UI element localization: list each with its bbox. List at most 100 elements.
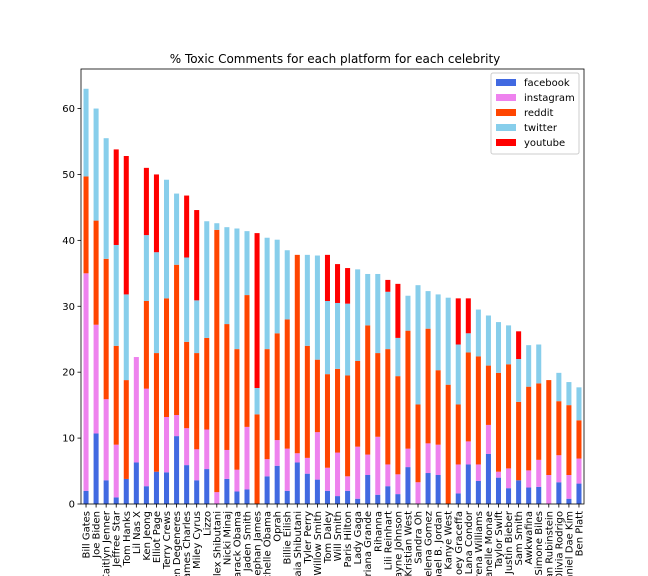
x-tick-label: Ben Platt	[574, 511, 585, 556]
bar-reddit-47	[556, 401, 562, 456]
bar-reddit-25	[335, 368, 341, 453]
bar-reddit-38	[465, 352, 471, 442]
bar-facebook-10	[184, 465, 190, 504]
bar-youtube-17	[254, 233, 260, 388]
x-tick-label: Selena Gomez	[424, 511, 435, 576]
bar-instagram-34	[425, 443, 431, 474]
bar-facebook-24	[324, 490, 330, 504]
bar-instagram-24	[324, 467, 330, 491]
bar-twitter-41	[495, 322, 502, 373]
bar-facebook-34	[425, 473, 431, 504]
bar-youtube-4	[123, 156, 129, 295]
bar-twitter-49	[576, 387, 582, 421]
bar-facebook-22	[304, 473, 310, 504]
bar-twitter-27	[355, 269, 361, 361]
legend-label-facebook: facebook	[524, 78, 570, 89]
x-tick-label: Michael B. Jordan	[434, 511, 445, 576]
bar-twitter-25	[335, 302, 341, 369]
bar-facebook-20	[284, 490, 290, 504]
x-tick-label: Terry Crews	[162, 511, 173, 570]
bar-instagram-21	[294, 453, 300, 463]
bar-facebook-42	[506, 488, 512, 504]
x-tick-label: Willow Smith	[313, 511, 324, 576]
bar-twitter-7	[153, 252, 159, 354]
bar-instagram-41	[495, 471, 502, 478]
legend-label-youtube: youtube	[524, 138, 565, 149]
x-tick-label: Ellen Degeneres	[172, 511, 183, 576]
bar-reddit-17	[254, 414, 260, 504]
x-tick-label: Paris Hilton	[343, 511, 354, 567]
bar-instagram-25	[335, 452, 341, 497]
bar-twitter-19	[274, 239, 280, 334]
bar-twitter-42	[506, 325, 512, 365]
y-tick-label: 50	[62, 170, 75, 181]
bar-facebook-1	[93, 433, 99, 504]
x-tick-label: Barack Obama	[232, 511, 243, 576]
x-tick-label: Lady Gaga	[353, 511, 364, 565]
bar-reddit-16	[244, 295, 250, 427]
bar-facebook-29	[375, 494, 381, 504]
bar-facebook-8	[164, 472, 170, 504]
bar-reddit-8	[164, 298, 170, 417]
bar-twitter-1	[93, 108, 99, 221]
x-tick-label: Dwayne Johnson	[393, 511, 404, 576]
x-tick-label: Ken Jeong	[142, 511, 153, 561]
bar-twitter-2	[103, 138, 109, 259]
bar-twitter-30	[385, 291, 391, 350]
x-tick-label: Joey Graceffa	[454, 511, 465, 576]
bar-twitter-3	[113, 244, 119, 346]
bar-facebook-28	[365, 475, 371, 504]
bar-instagram-26	[345, 476, 351, 491]
bar-facebook-18	[264, 476, 270, 504]
bar-twitter-11	[194, 300, 200, 354]
bar-twitter-17	[254, 388, 260, 415]
bar-twitter-44	[526, 345, 532, 387]
bar-twitter-29	[375, 273, 381, 354]
bar-reddit-30	[385, 349, 391, 465]
bar-facebook-43	[516, 480, 522, 504]
x-tick-label: Lizzo	[202, 511, 213, 536]
bar-facebook-3	[113, 497, 119, 504]
bar-twitter-18	[264, 237, 270, 350]
bar-reddit-12	[204, 337, 210, 430]
x-tick-label: Alex Shibutani	[212, 511, 223, 576]
bar-reddit-29	[375, 353, 381, 437]
x-tick-label: Will Smith	[333, 511, 344, 561]
bar-reddit-49	[576, 420, 582, 459]
x-tick-label: Nicki Minaj	[222, 511, 233, 565]
bar-instagram-42	[506, 468, 512, 489]
bar-twitter-48	[566, 382, 572, 406]
bar-facebook-25	[335, 496, 341, 504]
x-tick-label: Troian Rubinstein	[544, 511, 555, 576]
legend-swatch-twitter	[496, 124, 516, 131]
bar-twitter-23	[314, 255, 320, 360]
bar-facebook-45	[536, 486, 542, 504]
bar-twitter-39	[475, 309, 481, 357]
x-tick-label: Caitlyn Jenner	[102, 510, 113, 576]
x-tick-label: Lana Condor	[464, 510, 475, 574]
bar-facebook-32	[405, 467, 411, 504]
bar-reddit-1	[93, 220, 99, 325]
bar-reddit-9	[174, 264, 180, 416]
x-tick-label: Bill Gates	[82, 511, 93, 559]
y-tick-label: 40	[62, 236, 75, 247]
x-tick-label: Lili Reinhart	[383, 511, 394, 570]
legend-swatch-facebook	[496, 79, 516, 86]
bar-facebook-44	[526, 487, 532, 504]
bar-twitter-33	[415, 285, 421, 405]
bar-instagram-23	[314, 432, 320, 480]
bar-reddit-26	[345, 375, 351, 477]
bar-facebook-21	[294, 462, 300, 504]
bar-instagram-47	[556, 455, 562, 483]
x-tick-label: Miley Cyrus	[192, 511, 203, 569]
bar-instagram-39	[475, 464, 481, 481]
bar-facebook-47	[556, 482, 562, 504]
legend-label-twitter: twitter	[524, 123, 558, 134]
bar-twitter-36	[445, 297, 451, 385]
bar-twitter-32	[405, 295, 411, 331]
plot-frame	[80, 68, 585, 505]
bar-instagram-8	[164, 417, 170, 473]
bar-facebook-6	[143, 486, 149, 504]
bar-twitter-34	[425, 291, 431, 329]
bar-youtube-37	[455, 298, 461, 345]
